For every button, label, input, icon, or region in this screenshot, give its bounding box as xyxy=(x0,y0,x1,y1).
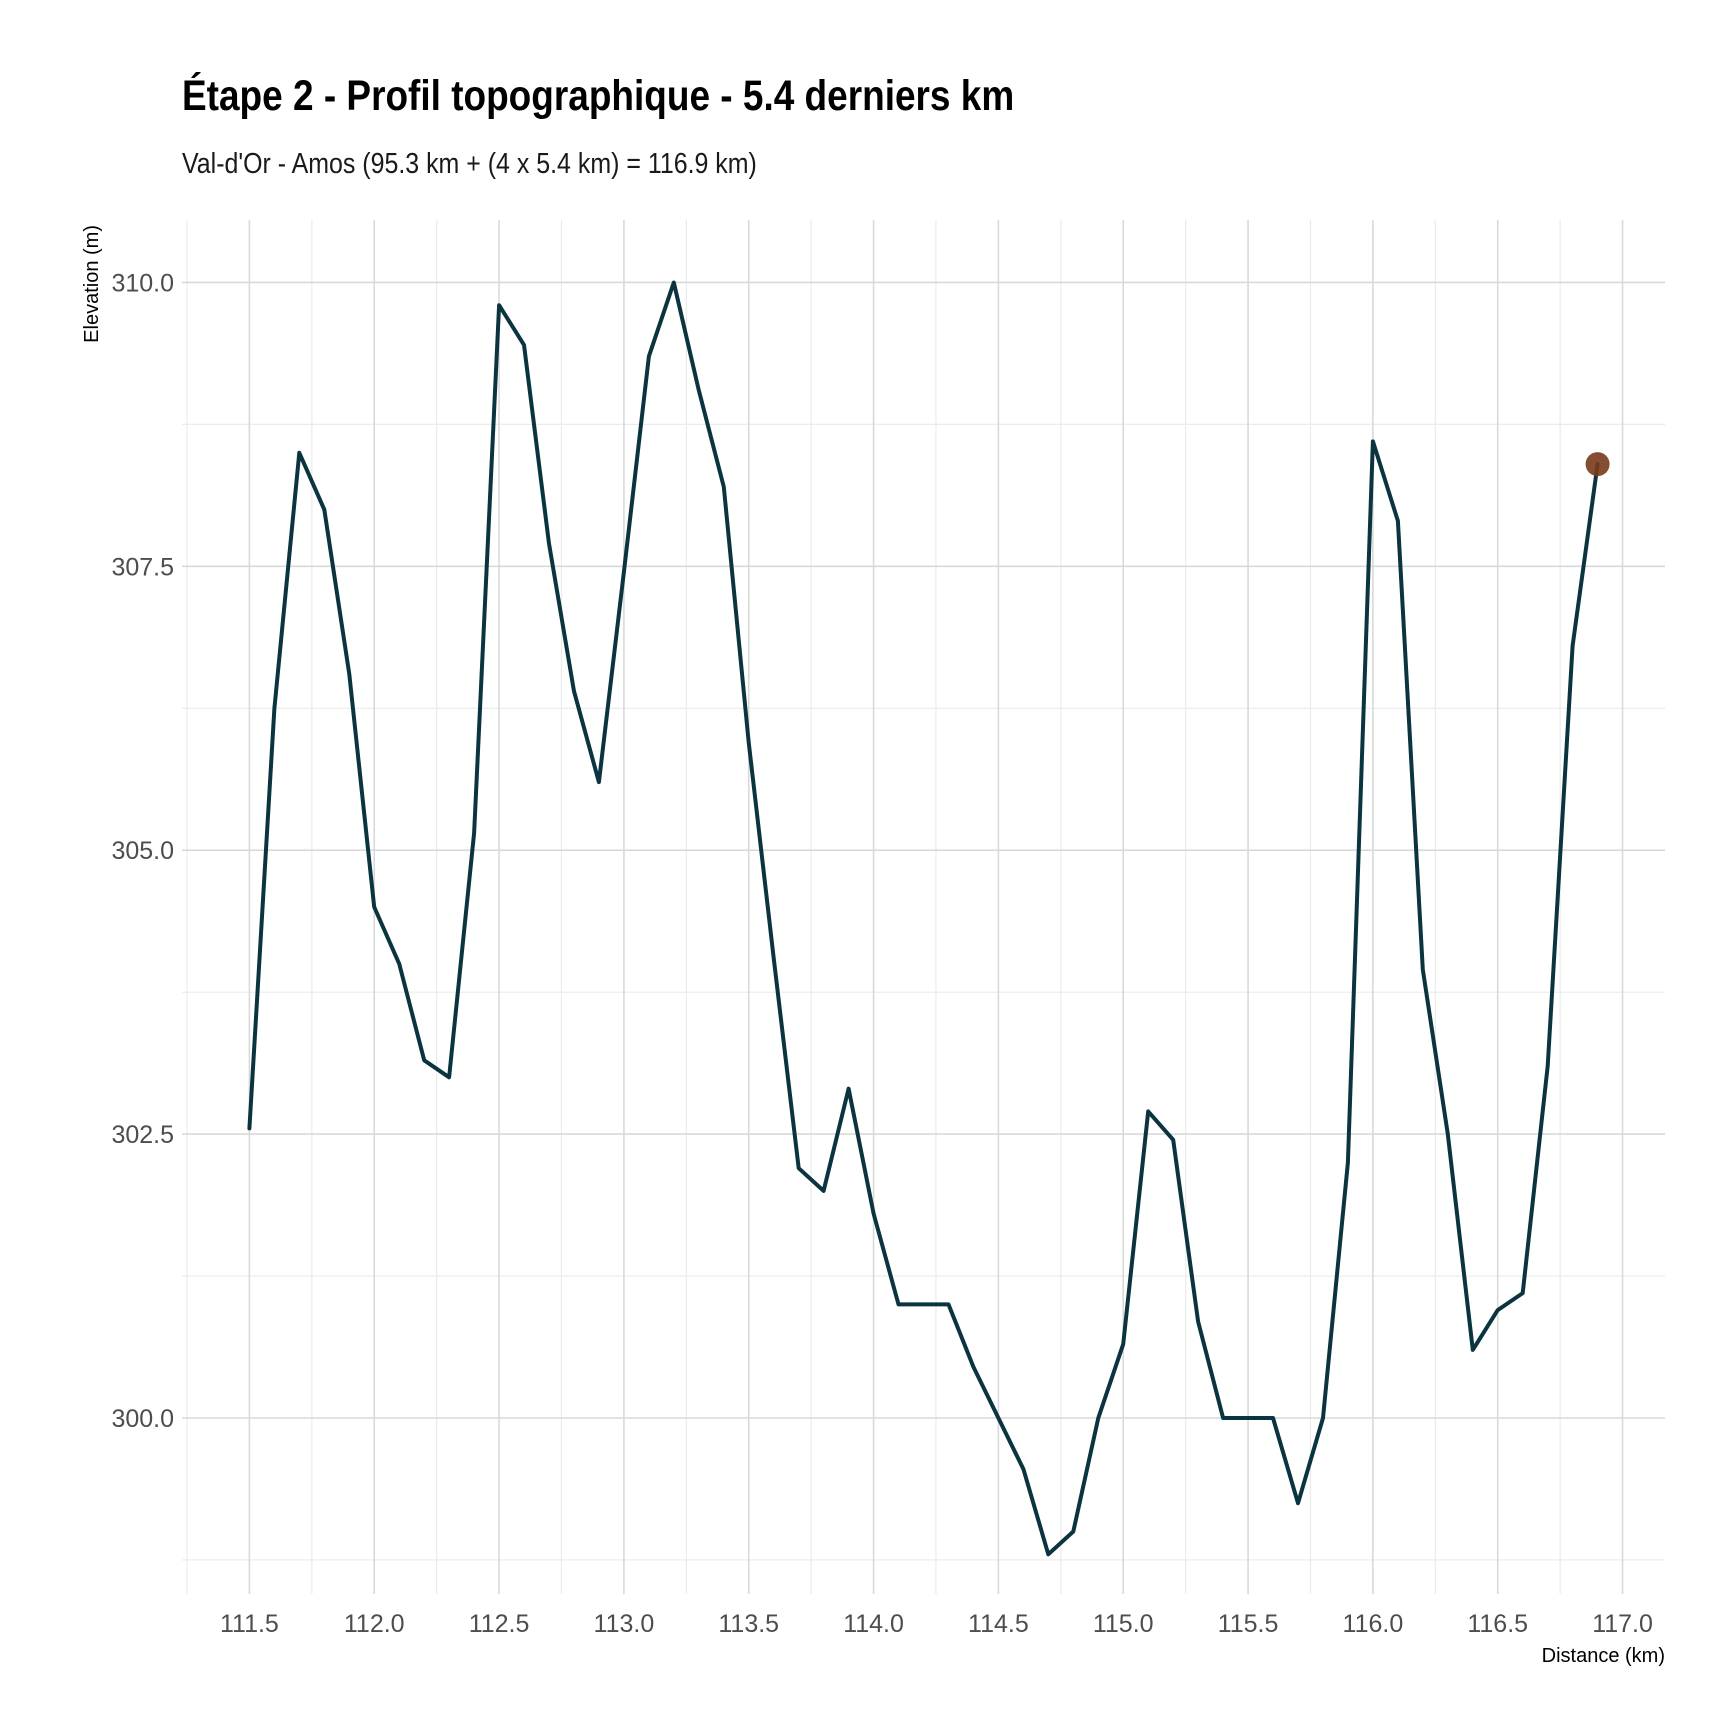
y-tick-label: 307.5 xyxy=(111,553,174,581)
x-tick-label: 117.0 xyxy=(1592,1610,1653,1638)
x-tick-label: 112.0 xyxy=(344,1610,405,1638)
major-gridlines xyxy=(182,220,1665,1594)
x-axis-ticks: 111.5 112.0 112.5 113.0 113.5 114.0 114.5 115.0… xyxy=(220,1610,1653,1638)
y-tick-label: 305.0 xyxy=(111,837,174,865)
series-layer xyxy=(247,280,1610,1557)
x-tick-label: 113.5 xyxy=(718,1610,779,1638)
y-axis-ticks: 300.0 302.5 305.0 307.5 310.0 xyxy=(111,269,174,1433)
y-axis-title: Elevation (m) xyxy=(81,225,103,343)
x-tick-label: 114.5 xyxy=(968,1610,1029,1638)
minor-gridlines xyxy=(182,220,1665,1594)
x-tick-label: 116.5 xyxy=(1467,1610,1528,1638)
y-tick-label: 300.0 xyxy=(111,1405,174,1433)
x-tick-label: 115.5 xyxy=(1218,1610,1279,1638)
x-tick-label: 111.5 xyxy=(220,1610,279,1638)
elevation-line xyxy=(247,280,1600,1557)
x-tick-label: 115.0 xyxy=(1093,1610,1154,1638)
x-tick-label: 114.0 xyxy=(843,1610,904,1638)
x-tick-label: 113.0 xyxy=(594,1610,655,1638)
x-tick-label: 116.0 xyxy=(1343,1610,1404,1638)
chart-subtitle: Val-d'Or - Amos (95.3 km + (4 x 5.4 km) … xyxy=(182,148,757,180)
chart-title: Étape 2 - Profil topographique - 5.4 der… xyxy=(182,72,1015,120)
x-axis-title: Distance (km) xyxy=(1542,1645,1665,1667)
y-tick-label: 302.5 xyxy=(111,1121,174,1149)
end-point-marker xyxy=(1585,452,1610,477)
y-tick-label: 310.0 xyxy=(111,269,174,297)
x-tick-label: 112.5 xyxy=(469,1610,530,1638)
